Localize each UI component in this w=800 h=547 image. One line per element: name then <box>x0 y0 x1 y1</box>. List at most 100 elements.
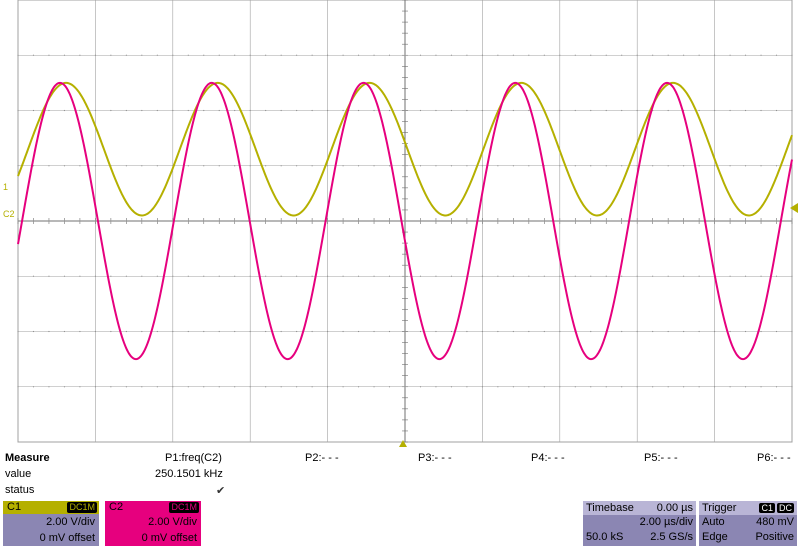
trigger-coupling: DC <box>777 503 794 513</box>
graticule-dot <box>466 220 468 222</box>
graticule-dot <box>791 330 793 333</box>
graticule-dot <box>388 109 391 112</box>
graticule-dot <box>79 275 81 277</box>
graticule-dot <box>636 54 638 56</box>
graticule-dot <box>404 330 406 333</box>
graticule-dot <box>528 109 530 112</box>
graticule-dot <box>512 165 514 167</box>
graticule-dot <box>357 275 360 277</box>
channel-c1-descriptor[interactable]: C1 DC1M 2.00 V/div 0 mV offset <box>3 501 99 546</box>
channel-c2-descriptor[interactable]: C2 DC1M 2.00 V/div 0 mV offset <box>105 501 201 546</box>
timebase-descriptor[interactable]: Timebase 0.00 µs 2.00 µs/div 50.0 kS 2.5… <box>583 501 696 546</box>
graticule-dot <box>559 386 561 388</box>
timebase-header: Timebase 0.00 µs <box>583 501 696 515</box>
graticule-dot <box>512 386 514 388</box>
trigger-position-marker[interactable] <box>399 440 407 447</box>
graticule-dot <box>79 109 81 112</box>
graticule-dot <box>388 165 391 167</box>
timebase-row-1: 2.00 µs/div <box>583 515 696 530</box>
trigger-descriptor[interactable]: Trigger DC C1 Auto 480 mV Edge Positive <box>699 501 797 546</box>
measure-title: Measure <box>5 452 50 464</box>
trigger-header: Trigger DC C1 <box>699 501 797 515</box>
graticule-dot <box>528 275 530 277</box>
graticule-dot <box>265 330 267 333</box>
graticule-dot <box>234 220 236 222</box>
param-p2-name[interactable]: P2:- - - <box>305 452 339 464</box>
graticule-dot <box>311 54 313 56</box>
channel-c1-settings: 2.00 V/div 0 mV offset <box>3 514 99 546</box>
graticule-dot <box>94 386 96 388</box>
graticule-dot <box>327 275 329 277</box>
param-p3-name[interactable]: P3:- - - <box>418 452 452 464</box>
graticule-dot <box>373 109 375 112</box>
graticule-dot <box>141 220 143 222</box>
graticule-dot <box>265 275 267 277</box>
graticule-dot <box>729 220 731 222</box>
graticule-dot <box>218 386 220 388</box>
graticule-dot <box>141 386 143 388</box>
graticule-dot <box>172 330 174 333</box>
c1-ground-marker[interactable]: 1 <box>3 182 9 192</box>
graticule-dot <box>17 275 19 277</box>
graticule-dot <box>652 330 654 333</box>
graticule-dot <box>435 220 437 222</box>
graticule-dot <box>528 165 530 167</box>
param-p5-name[interactable]: P5:- - - <box>644 452 678 464</box>
channel-c2-offset: 0 mV offset <box>141 532 197 544</box>
graticule-dot <box>357 109 360 112</box>
graticule-dot <box>652 165 654 167</box>
graticule-dot <box>94 165 96 167</box>
timebase-title: Timebase <box>586 502 634 514</box>
graticule-dot <box>141 54 143 56</box>
graticule-dot <box>63 109 66 112</box>
graticule-dot <box>156 220 158 222</box>
param-p6-name[interactable]: P6:- - - <box>757 452 791 464</box>
c2-ground-marker[interactable]: C2 <box>3 209 15 219</box>
graticule-dot <box>744 275 747 277</box>
param-p4-name[interactable]: P4:- - - <box>531 452 565 464</box>
graticule-dot <box>528 386 530 388</box>
graticule-dot <box>141 330 143 333</box>
graticule-dot <box>373 54 375 56</box>
graticule-dot <box>125 386 127 388</box>
graticule-dot <box>388 54 391 56</box>
graticule-dot <box>729 54 731 56</box>
param-p1-name[interactable]: P1:freq(C2) <box>165 452 222 464</box>
graticule-dot <box>388 386 391 388</box>
graticule-dot <box>481 54 483 56</box>
graticule-dot <box>512 54 514 56</box>
graticule-dot <box>481 330 483 333</box>
graticule-dot <box>714 165 716 167</box>
graticule-dot <box>497 330 499 333</box>
trigger-slope: Positive <box>755 531 794 543</box>
graticule-dot <box>512 330 514 333</box>
graticule-dot <box>636 275 638 277</box>
graticule-dot <box>342 330 344 333</box>
status-label: status <box>5 484 35 496</box>
graticule-dot <box>94 109 96 112</box>
graticule-dot <box>698 54 700 56</box>
graticule-dot <box>559 54 561 56</box>
graticule-dot <box>311 220 313 222</box>
graticule-dot <box>280 330 282 333</box>
graticule-dot <box>296 330 298 333</box>
graticule-dot <box>621 220 623 222</box>
graticule-dot <box>636 220 638 222</box>
graticule-dot <box>357 220 360 222</box>
graticule-dot <box>590 220 592 222</box>
graticule-dot <box>605 220 607 222</box>
graticule-dot <box>419 165 422 167</box>
trigger-level-marker[interactable] <box>790 203 798 213</box>
graticule-dot <box>404 109 406 112</box>
scope-display[interactable] <box>0 0 800 448</box>
graticule-dot <box>48 165 50 167</box>
graticule-dot <box>652 220 654 222</box>
param-p1-value: 250.1501 kHz <box>155 468 223 480</box>
graticule-dot <box>667 386 669 388</box>
graticule-dot <box>203 330 205 333</box>
graticule-dot <box>760 386 762 388</box>
graticule-dot <box>574 109 576 112</box>
graticule-dot <box>744 220 747 222</box>
graticule-dot <box>388 220 391 222</box>
graticule-dot <box>17 54 19 56</box>
